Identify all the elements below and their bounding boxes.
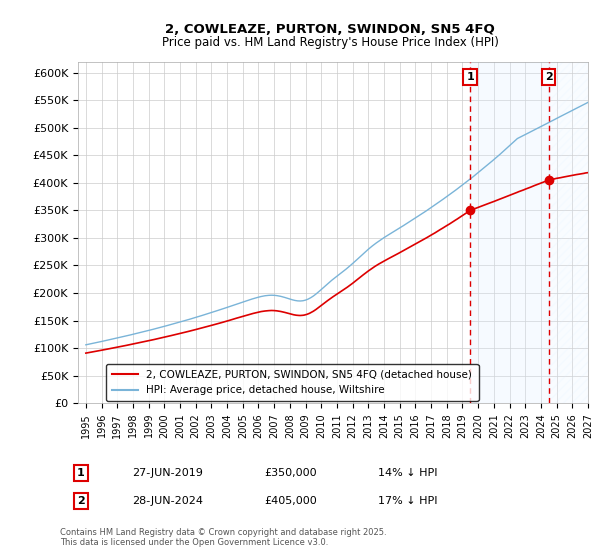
Text: 17% ↓ HPI: 17% ↓ HPI <box>378 496 437 506</box>
Text: Contains HM Land Registry data © Crown copyright and database right 2025.
This d: Contains HM Land Registry data © Crown c… <box>60 528 386 547</box>
Text: 2: 2 <box>545 72 553 82</box>
Text: 1: 1 <box>466 72 474 82</box>
Text: £350,000: £350,000 <box>264 468 317 478</box>
Text: 1: 1 <box>77 468 85 478</box>
Text: 2, COWLEAZE, PURTON, SWINDON, SN5 4FQ: 2, COWLEAZE, PURTON, SWINDON, SN5 4FQ <box>165 24 495 36</box>
Text: Price paid vs. HM Land Registry's House Price Index (HPI): Price paid vs. HM Land Registry's House … <box>161 36 499 49</box>
Bar <box>470 62 548 403</box>
Text: 28-JUN-2024: 28-JUN-2024 <box>132 496 203 506</box>
Text: 2: 2 <box>77 496 85 506</box>
Text: 14% ↓ HPI: 14% ↓ HPI <box>378 468 437 478</box>
Text: £405,000: £405,000 <box>264 496 317 506</box>
Legend: 2, COWLEAZE, PURTON, SWINDON, SN5 4FQ (detached house), HPI: Average price, deta: 2, COWLEAZE, PURTON, SWINDON, SN5 4FQ (d… <box>106 363 479 402</box>
Text: 27-JUN-2019: 27-JUN-2019 <box>132 468 203 478</box>
Bar <box>548 62 588 403</box>
